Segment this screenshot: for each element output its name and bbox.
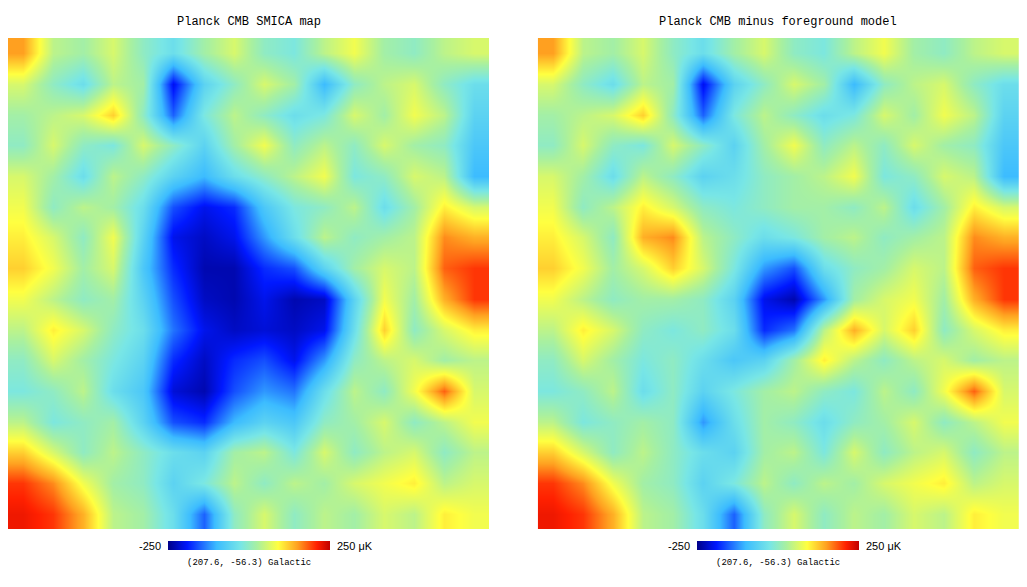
svg-text:(207.6, -56.3) Galactic: (207.6, -56.3) Galactic: [187, 558, 311, 568]
svg-text:-250: -250: [139, 540, 161, 552]
svg-text:(207.6, -56.3) Galactic: (207.6, -56.3) Galactic: [716, 558, 840, 568]
svg-text:-250: -250: [668, 540, 690, 552]
svg-text:250 μK: 250 μK: [337, 540, 373, 552]
svg-text:Planck CMB SMICA map: Planck CMB SMICA map: [177, 15, 321, 29]
svg-text:Planck CMB minus foreground mo: Planck CMB minus foreground model: [659, 15, 897, 29]
svg-text:250 μK: 250 μK: [866, 540, 902, 552]
